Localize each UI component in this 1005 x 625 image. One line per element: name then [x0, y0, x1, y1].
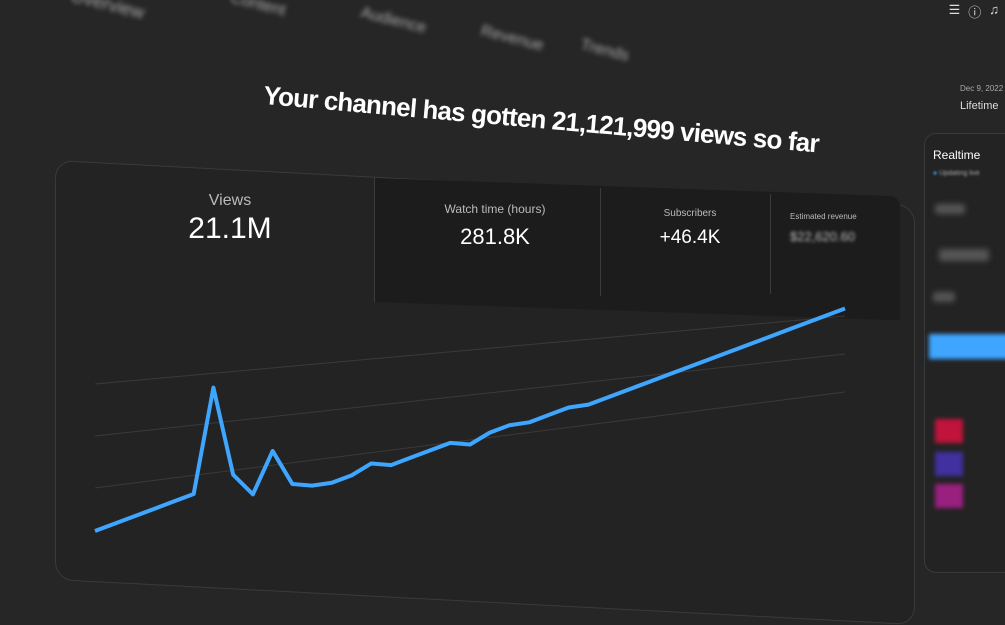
metric-views[interactable]: Views 21.1M — [130, 192, 330, 246]
metric-revenue[interactable]: Estimated revenue $22,620.60 — [790, 212, 890, 244]
metric-label: Subscribers — [663, 208, 717, 219]
realtime-status: ● Updating live — [933, 170, 980, 177]
metric-label: Watch time (hours) — [444, 202, 546, 216]
realtime-card: Realtime ● Updating live — [924, 133, 1005, 573]
views-line — [94, 306, 846, 533]
realtime-title: Realtime — [933, 148, 981, 162]
metric-value: +46.4K — [659, 227, 721, 248]
date-range-label[interactable]: Lifetime — [960, 100, 999, 112]
help-icon[interactable]: ⓘ — [968, 5, 982, 20]
metric-label: Estimated revenue — [790, 212, 857, 221]
bell-icon[interactable]: ♫ — [989, 2, 999, 17]
gridline — [94, 391, 846, 489]
metric-subscribers[interactable]: Subscribers +46.4K — [620, 208, 760, 249]
video-thumbnail[interactable] — [935, 484, 963, 508]
realtime-bars — [929, 334, 1005, 359]
metric-value: 21.1M — [188, 212, 272, 245]
realtime-status-text: Updating live — [939, 170, 980, 177]
live-dot-icon: ● — [933, 170, 938, 177]
metric-value: $22,620.60 — [790, 229, 856, 244]
video-thumbnail[interactable] — [935, 419, 963, 443]
date-range[interactable]: Dec 9, 2022 – Au — [960, 84, 1005, 93]
views-chart — [94, 306, 846, 533]
toolbar: ☰ ⓘ ♫ — [949, 2, 999, 21]
gridline — [94, 315, 846, 385]
video-thumbnail[interactable] — [935, 452, 963, 476]
metric-watch-time[interactable]: Watch time (hours) 281.8K — [400, 202, 590, 250]
metric-label: Views — [208, 192, 252, 209]
create-icon[interactable]: ☰ — [948, 2, 961, 17]
metric-value: 281.8K — [460, 224, 530, 249]
